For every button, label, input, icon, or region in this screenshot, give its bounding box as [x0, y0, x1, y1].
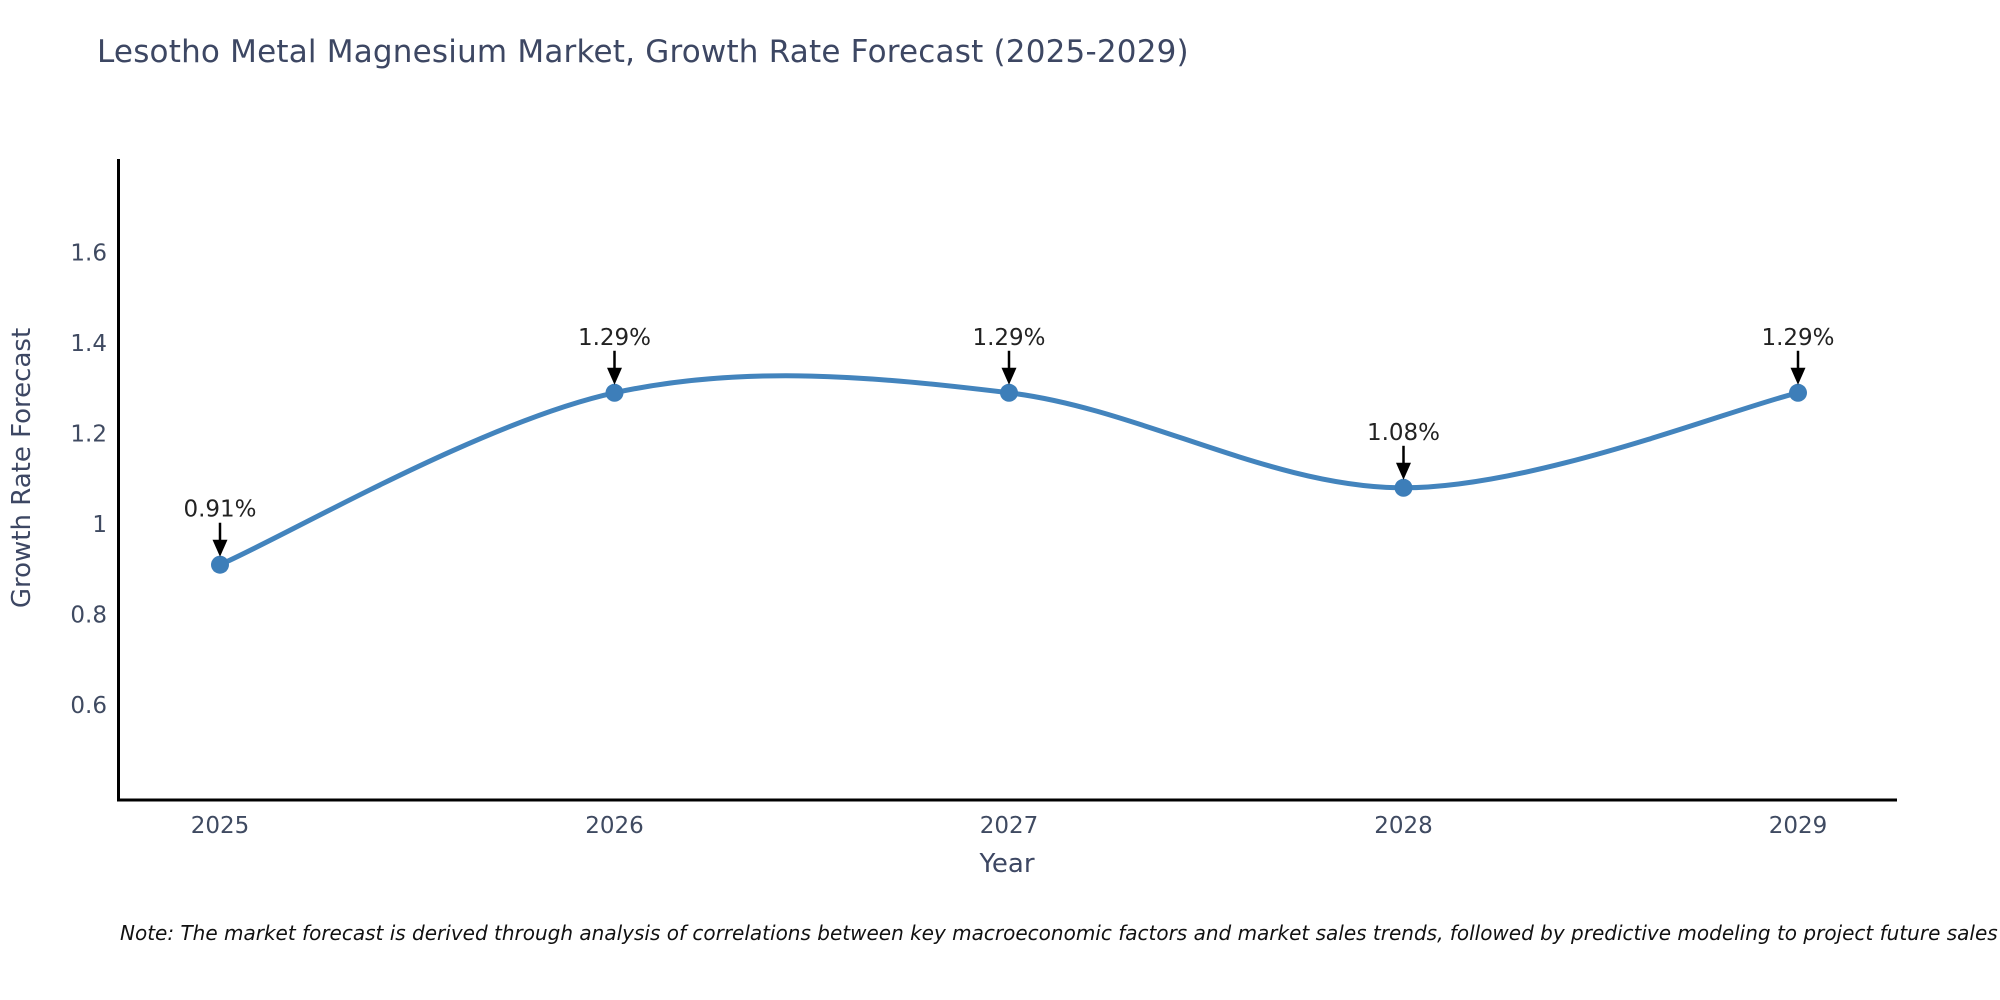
y-tick-label: 1.6 — [70, 241, 107, 267]
x-tick-label: 2025 — [191, 813, 250, 839]
chart-title: Lesotho Metal Magnesium Market, Growth R… — [97, 34, 1189, 70]
x-tick-label: 2029 — [1769, 813, 1828, 839]
annotation-arrowhead-icon — [607, 367, 622, 385]
annotation-value-label: 1.29% — [1761, 325, 1834, 351]
y-tick-label: 0.6 — [70, 693, 107, 719]
x-tick-label: 2027 — [980, 813, 1039, 839]
y-tick-label: 0.8 — [70, 603, 107, 629]
series-spline-line — [217, 373, 1801, 568]
point-annotation: 1.29% — [578, 325, 651, 385]
annotation-value-label: 1.08% — [1367, 420, 1440, 446]
data-point-marker — [211, 555, 229, 574]
annotation-value-label: 0.91% — [183, 497, 256, 523]
annotation-arrowhead-icon — [1396, 462, 1411, 480]
y-tick-label: 1 — [92, 512, 107, 538]
point-annotation: 1.29% — [1761, 325, 1835, 385]
y-tick-label: 1.2 — [70, 422, 107, 448]
point-annotation: 0.91% — [183, 497, 257, 557]
annotation-arrowhead-icon — [1790, 367, 1806, 385]
data-point-marker — [1394, 478, 1413, 497]
data-point-marker — [605, 383, 624, 402]
series-markers — [211, 383, 1807, 574]
x-tick-label: 2028 — [1374, 813, 1433, 839]
point-annotation: 1.29% — [972, 325, 1046, 385]
x-axis-tick-labels: 2025 2026 2027 2028 2029 — [191, 813, 1828, 839]
y-axis-title: Growth Rate Forecast — [7, 328, 37, 608]
data-point-marker — [1789, 383, 1807, 402]
footnote: Note: The market forecast is derived thr… — [120, 921, 1998, 945]
annotation-arrowhead-icon — [212, 539, 228, 557]
annotation-value-label: 1.29% — [972, 325, 1045, 351]
annotation-value-label: 1.29% — [578, 325, 651, 351]
point-annotations: 0.91% 1.29% 1.29% 1.08% 1.29% — [183, 325, 1835, 557]
y-tick-label: 1.4 — [70, 331, 107, 357]
point-annotation: 1.08% — [1367, 420, 1440, 480]
annotation-arrowhead-icon — [1001, 367, 1017, 385]
axes — [117, 159, 1897, 802]
x-axis-title: Year — [978, 849, 1034, 879]
data-point-marker — [1000, 383, 1018, 402]
growth-rate-line — [217, 373, 1801, 568]
y-axis-tick-labels: 1.6 1.4 1.2 1 0.8 0.6 — [70, 241, 107, 720]
x-tick-label: 2026 — [585, 813, 644, 839]
